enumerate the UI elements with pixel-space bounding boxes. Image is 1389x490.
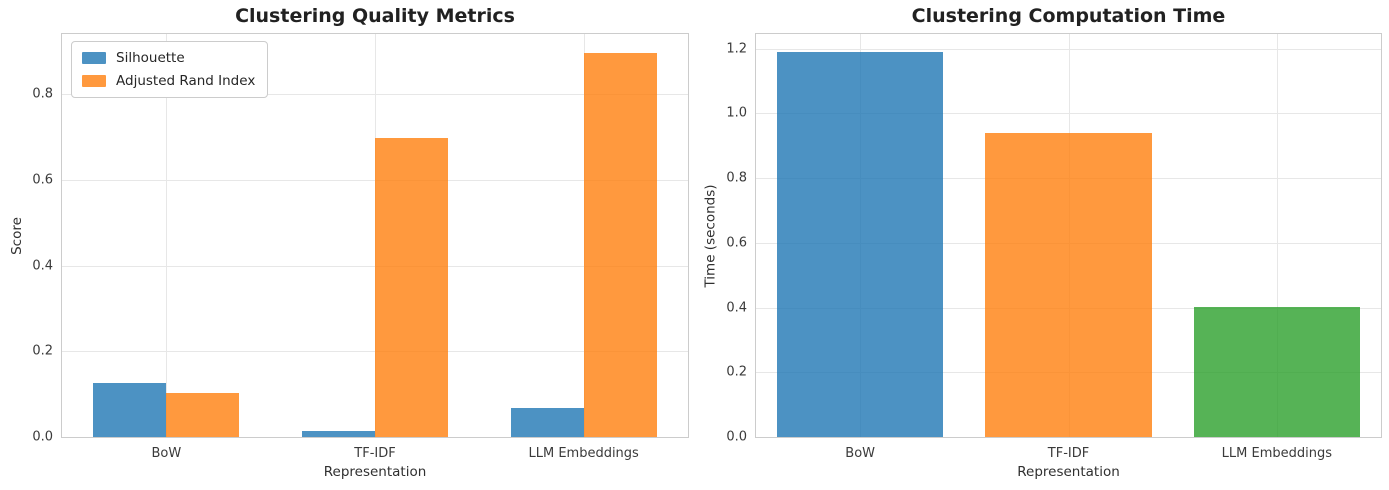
legend-label: Adjusted Rand Index (116, 73, 256, 89)
y-tick-label: 0.6 (32, 172, 53, 188)
legend-label: Silhouette (116, 50, 185, 66)
x-tick-label: BoW (151, 446, 182, 461)
y-tick-label: 0.0 (726, 429, 747, 445)
bar-silhouette-bow (93, 383, 167, 437)
gridline (166, 34, 168, 437)
chart-title: Clustering Computation Time (911, 5, 1226, 27)
x-tick-label: BoW (845, 446, 876, 461)
chart-title: Clustering Quality Metrics (235, 5, 515, 27)
y-tick-label: 0.4 (726, 300, 747, 316)
y-tick-label: 1.0 (726, 105, 747, 121)
bar-adjusted-rand-index-bow (166, 392, 240, 437)
bar-adjusted-rand-index-llm-embeddings (583, 53, 657, 437)
y-tick-label: 0.2 (32, 343, 53, 359)
x-axis-label: Representation (323, 464, 427, 480)
bar-silhouette-llm-embeddings (510, 407, 584, 437)
x-tick-label: TF-IDF (1047, 446, 1090, 461)
bar-silhouette-tf-idf (301, 430, 375, 437)
gridline (1276, 34, 1278, 437)
y-tick-label: 0.8 (32, 86, 53, 102)
plot-area: 0.0 0.2 0.4 0.6 0.8 1.0 1.2 BoW TF-IDF LLM Embedd… (726, 33, 1382, 461)
legend-item-silhouette: Silhouette (82, 50, 255, 66)
y-tick-label: 1.2 (726, 41, 747, 57)
plot-area: Silhouette Adjusted Rand Index 0.0 0.2 0.4… (32, 33, 689, 461)
bar-tf-idf (985, 132, 1152, 437)
legend-swatch-silhouette (82, 52, 106, 64)
y-tick-label: 0.8 (726, 170, 747, 186)
legend: Silhouette Adjusted Rand Index (71, 41, 269, 98)
y-tick-label: 0.4 (32, 258, 53, 273)
y-axis-label: Time (seconds) (703, 183, 720, 288)
bar-adjusted-rand-index-tf-idf (375, 137, 449, 437)
legend-swatch-adjusted-rand-index (82, 75, 106, 87)
y-axis-label: Score (9, 216, 25, 255)
bar-bow (776, 51, 944, 437)
y-tick-label: 0.0 (32, 429, 53, 445)
y-tick-label: 0.2 (726, 364, 747, 380)
legend-item-adjusted-rand-index: Adjusted Rand Index (82, 73, 255, 89)
x-tick-label: TF-IDF (354, 446, 396, 461)
x-tick-label: LLM Embeddings (1221, 446, 1332, 461)
y-tick-label: 0.6 (726, 235, 747, 251)
subplot-computation-time: Clustering Computation Time Time (second… (703, 0, 1382, 490)
x-tick-label: LLM Embeddings (528, 446, 639, 461)
bar-llm-embeddings (1193, 306, 1361, 437)
x-axis-label: Representation (1017, 464, 1120, 480)
subplot-quality-metrics: Clustering Quality Metrics Score Silhoue… (9, 0, 689, 490)
